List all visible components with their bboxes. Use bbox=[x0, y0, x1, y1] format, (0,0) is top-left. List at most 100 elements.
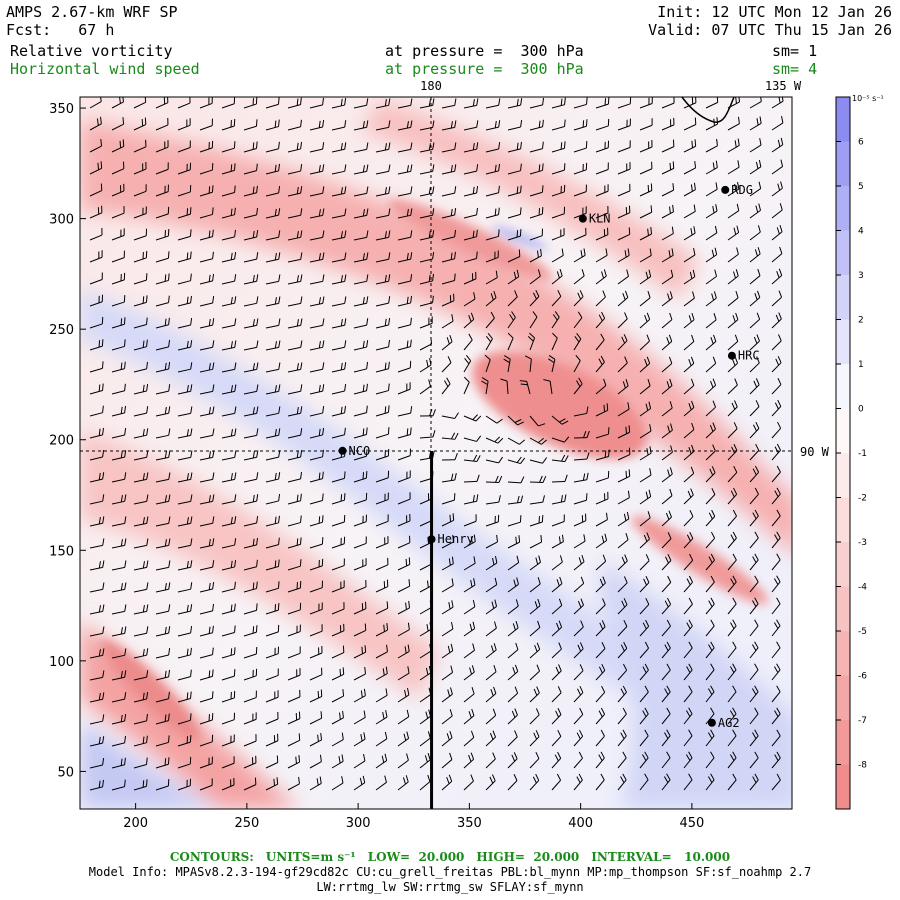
wind-barb bbox=[529, 773, 540, 791]
wind-barb bbox=[331, 362, 347, 373]
wind-barb bbox=[551, 708, 562, 725]
wind-barb bbox=[639, 597, 650, 615]
wind-barb bbox=[771, 509, 781, 527]
wind-barb bbox=[111, 117, 125, 131]
wind-barb bbox=[133, 494, 149, 505]
wind-barb bbox=[749, 663, 759, 681]
wind-barb bbox=[771, 421, 782, 439]
wind-barb bbox=[419, 430, 436, 439]
wind-barb bbox=[573, 354, 581, 373]
wind-barb bbox=[265, 362, 281, 373]
wind-barb bbox=[89, 116, 102, 131]
wind-barb bbox=[89, 205, 103, 219]
wind-barb bbox=[309, 230, 325, 241]
wind-barb bbox=[485, 730, 497, 747]
wind-barb bbox=[89, 736, 105, 747]
wind-barb bbox=[441, 293, 455, 307]
wind-barb bbox=[639, 773, 649, 791]
wind-barb bbox=[133, 582, 149, 593]
wind-barb bbox=[617, 356, 628, 373]
wind-barb bbox=[771, 487, 781, 505]
wind-barb bbox=[485, 270, 498, 285]
wind-barb bbox=[331, 776, 344, 791]
colorbar-cell bbox=[836, 186, 850, 231]
wind-barb bbox=[551, 642, 562, 659]
wind-barb bbox=[573, 119, 588, 131]
wind-barb bbox=[287, 776, 300, 791]
wind-barb bbox=[771, 290, 783, 307]
wind-barb bbox=[243, 603, 258, 615]
wind-barb bbox=[243, 252, 259, 263]
wind-barb bbox=[771, 707, 781, 725]
colorbar-units: 10⁻⁵ s⁻¹ bbox=[852, 94, 884, 103]
wind-barb bbox=[397, 622, 410, 637]
wind-barb bbox=[595, 533, 608, 549]
wind-barb bbox=[727, 290, 739, 307]
wind-barb bbox=[199, 251, 214, 263]
wind-barb bbox=[485, 514, 500, 527]
wind-barb bbox=[221, 296, 237, 307]
wind-barb bbox=[221, 118, 236, 131]
wind-barb bbox=[573, 751, 583, 769]
wind-barb bbox=[287, 340, 303, 351]
wind-barb bbox=[771, 575, 781, 593]
wind-barb bbox=[397, 753, 409, 769]
field1-name: Relative vorticity bbox=[10, 42, 173, 60]
wind-barb bbox=[199, 450, 215, 461]
wind-barb bbox=[353, 230, 369, 241]
wind-barb bbox=[617, 685, 627, 703]
wind-barb bbox=[727, 663, 737, 681]
wind-barb bbox=[221, 384, 237, 395]
wind-barb bbox=[573, 620, 584, 637]
wind-barb bbox=[661, 183, 675, 197]
wind-barb bbox=[595, 427, 610, 439]
wind-barb bbox=[727, 465, 738, 483]
wind-barb bbox=[155, 229, 170, 241]
wind-barb bbox=[463, 534, 476, 549]
wind-barb bbox=[639, 511, 651, 527]
wind-barb bbox=[265, 185, 281, 197]
wind-barb bbox=[705, 138, 718, 153]
wind-barb bbox=[683, 97, 697, 109]
wind-barb bbox=[573, 493, 588, 505]
wind-barb bbox=[507, 415, 524, 426]
wind-barb bbox=[309, 186, 325, 197]
contour-info: CONTOURS: UNITS=m s⁻¹ LOW= 20.000 HIGH= 20.… bbox=[0, 850, 900, 864]
wind-barb bbox=[375, 361, 390, 373]
wind-barb bbox=[507, 311, 516, 329]
wind-barb bbox=[485, 229, 500, 241]
wind-barb bbox=[331, 623, 345, 637]
wind-barb bbox=[199, 494, 215, 505]
wind-barb bbox=[771, 334, 782, 351]
wind-barb bbox=[749, 203, 761, 219]
colorbar-cell bbox=[836, 675, 850, 721]
wind-barb bbox=[507, 207, 522, 219]
wind-barb bbox=[573, 97, 588, 109]
wind-barb bbox=[463, 312, 475, 329]
wind-barb bbox=[397, 600, 410, 615]
wind-barb bbox=[309, 252, 325, 263]
wind-barb bbox=[463, 774, 474, 791]
wind-barb bbox=[595, 773, 605, 791]
wind-barb bbox=[397, 120, 413, 131]
wind-barb bbox=[529, 415, 546, 427]
wind-barb bbox=[639, 97, 653, 109]
wind-barb bbox=[287, 119, 302, 131]
wind-barb bbox=[485, 475, 503, 483]
wind-barb bbox=[705, 182, 718, 197]
wind-barb bbox=[683, 444, 695, 461]
contours-high: HIGH= 20.000 bbox=[476, 850, 580, 864]
wind-barb bbox=[133, 713, 148, 725]
wind-barb bbox=[485, 207, 500, 219]
wind-barb bbox=[683, 531, 694, 549]
colorbar-cell bbox=[836, 497, 850, 543]
station-label: HRC bbox=[738, 349, 760, 363]
wind-barb bbox=[397, 709, 410, 725]
wind-barb bbox=[111, 494, 127, 505]
contours-label: CONTOURS: bbox=[169, 850, 254, 864]
wind-barb bbox=[639, 334, 650, 351]
wind-barb bbox=[177, 384, 193, 395]
wind-barb bbox=[529, 577, 541, 593]
wind-barb bbox=[639, 619, 650, 637]
wind-barb bbox=[133, 450, 149, 461]
